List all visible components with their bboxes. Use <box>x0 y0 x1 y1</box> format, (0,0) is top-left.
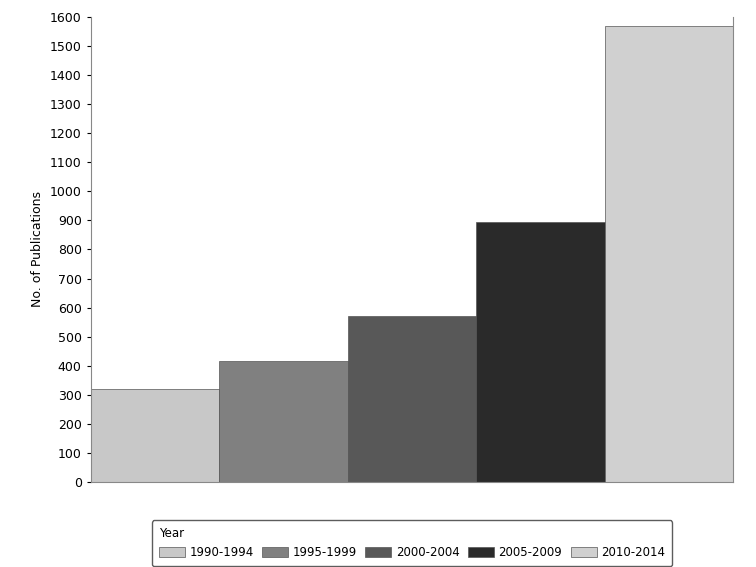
Bar <box>219 361 348 482</box>
Y-axis label: No. of Publications: No. of Publications <box>31 192 45 307</box>
Bar <box>348 316 476 482</box>
Bar <box>476 222 605 482</box>
Legend: 1990-1994, 1995-1999, 2000-2004, 2005-2009, 2010-2014: 1990-1994, 1995-1999, 2000-2004, 2005-20… <box>152 521 672 566</box>
Bar <box>605 26 733 482</box>
Bar <box>91 389 219 482</box>
